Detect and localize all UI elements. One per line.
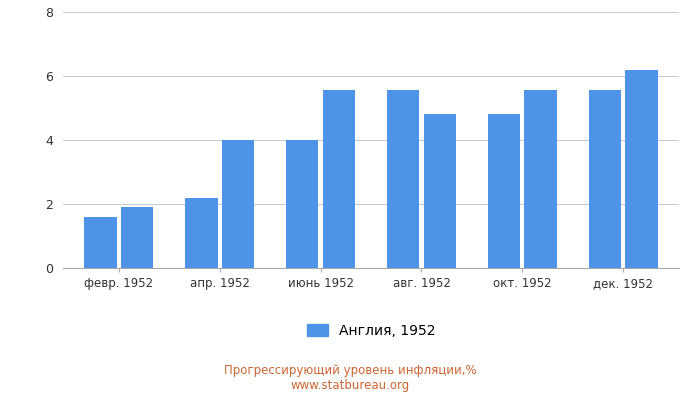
Bar (120, 207, 153, 268)
Bar (84, 217, 116, 268)
Text: Прогрессирующий уровень инфляции,%
www.statbureau.org: Прогрессирующий уровень инфляции,% www.s… (224, 364, 476, 392)
Bar (286, 140, 318, 268)
Bar (488, 114, 521, 268)
Bar (524, 90, 556, 268)
Bar (186, 198, 218, 268)
Bar (589, 90, 622, 268)
Bar (424, 114, 456, 268)
Bar (626, 70, 658, 268)
Bar (221, 140, 254, 268)
Legend: Англия, 1952: Англия, 1952 (301, 318, 441, 344)
Bar (387, 90, 419, 268)
Bar (323, 90, 355, 268)
